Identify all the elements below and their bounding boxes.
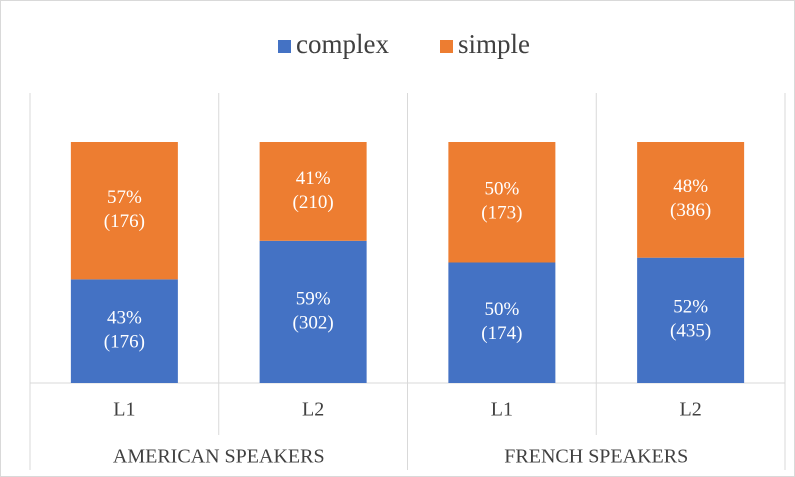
count-label: (176) [104,332,145,353]
x-tick-label: L1 [113,399,135,421]
value-label: 59% [296,288,331,309]
count-label: (176) [104,211,145,232]
x-tick-label: L2 [302,399,324,421]
x-tick-label: L2 [680,399,702,421]
x-tick-label: L1 [491,399,513,421]
value-label: 57% [107,187,142,208]
count-label: (210) [293,192,334,213]
count-label: (386) [670,200,711,221]
bar-segment [448,262,556,383]
value-label: 43% [107,308,142,329]
bar-segment [259,240,367,383]
bar-segment [259,142,367,241]
value-label: 50% [484,299,519,320]
legend-swatch [278,40,291,53]
legend-swatch [440,40,453,53]
bar-segment [448,142,556,263]
group-label: FRENCH SPEAKERS [504,446,688,468]
bar-segment [637,257,745,383]
legend-label: simple [458,29,530,59]
bar-segment [70,142,178,280]
legend-label: complex [296,29,389,59]
value-label: 41% [296,168,331,189]
count-label: (173) [481,203,522,224]
group-label: AMERICAN SPEAKERS [113,446,325,468]
value-label: 50% [484,179,519,200]
count-label: (302) [293,312,334,333]
value-label: 52% [673,297,708,318]
count-label: (174) [481,323,522,344]
count-label: (435) [670,321,711,342]
bar-segment [637,142,745,258]
value-label: 48% [673,176,708,197]
bar-segment [70,279,178,383]
